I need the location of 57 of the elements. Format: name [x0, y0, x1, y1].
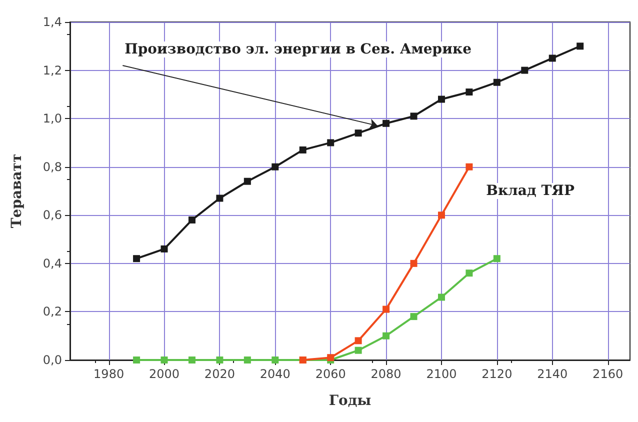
x-tick-label: 1980 — [94, 367, 124, 381]
x-tick-label: 2040 — [260, 367, 290, 381]
point — [244, 178, 251, 185]
point — [410, 313, 418, 320]
point — [299, 146, 306, 154]
point — [382, 332, 390, 340]
point — [410, 112, 418, 120]
y-tick-label: 0,0 — [42, 353, 62, 367]
point — [466, 88, 473, 96]
point — [216, 356, 224, 364]
x-tick-label: 2020 — [204, 367, 235, 381]
point — [272, 163, 279, 170]
y-tick-label: 0,8 — [42, 160, 62, 174]
point — [188, 356, 196, 364]
point — [576, 42, 584, 50]
point — [438, 294, 445, 301]
x-tick-label: 2100 — [426, 367, 457, 381]
point — [188, 216, 196, 224]
point — [521, 66, 528, 74]
y-tick-label: 0,2 — [42, 304, 62, 319]
annotation: Производство эл. энергии в Сев. Америке — [124, 41, 472, 58]
x-tick-label: 2000 — [148, 367, 180, 381]
x-tick-label: 2060 — [315, 367, 346, 381]
point — [466, 163, 473, 170]
x-tick-label: 2120 — [482, 367, 512, 381]
annotation: Вклад ТЯР — [486, 183, 575, 199]
point — [354, 337, 362, 344]
x-tick-label: 2080 — [370, 367, 402, 381]
point — [493, 255, 500, 262]
x-axis-title: Годы — [328, 393, 372, 409]
y-tick-label: 1,0 — [42, 112, 62, 126]
point — [438, 96, 445, 103]
y-tick-label: 1,4 — [42, 15, 62, 29]
point — [216, 194, 224, 202]
point — [327, 139, 334, 146]
y-tick-label: 1,2 — [42, 63, 62, 78]
y-tick-label: 0,6 — [42, 208, 62, 222]
point — [244, 356, 251, 364]
point — [466, 270, 473, 277]
point — [354, 346, 362, 354]
point — [410, 260, 418, 267]
y-axis-title: Тераватт — [9, 154, 25, 228]
point — [133, 356, 140, 364]
point — [272, 356, 279, 364]
point — [382, 120, 390, 127]
point — [327, 354, 334, 362]
y-tick-label: 0,4 — [42, 256, 62, 270]
point — [354, 130, 362, 137]
point — [382, 306, 390, 313]
point — [493, 78, 500, 86]
point — [438, 212, 445, 219]
point — [160, 356, 168, 364]
point — [133, 255, 140, 262]
point — [548, 54, 556, 62]
point — [160, 245, 168, 252]
x-tick-label: 2160 — [592, 367, 624, 381]
x-tick-label: 2140 — [537, 367, 568, 381]
